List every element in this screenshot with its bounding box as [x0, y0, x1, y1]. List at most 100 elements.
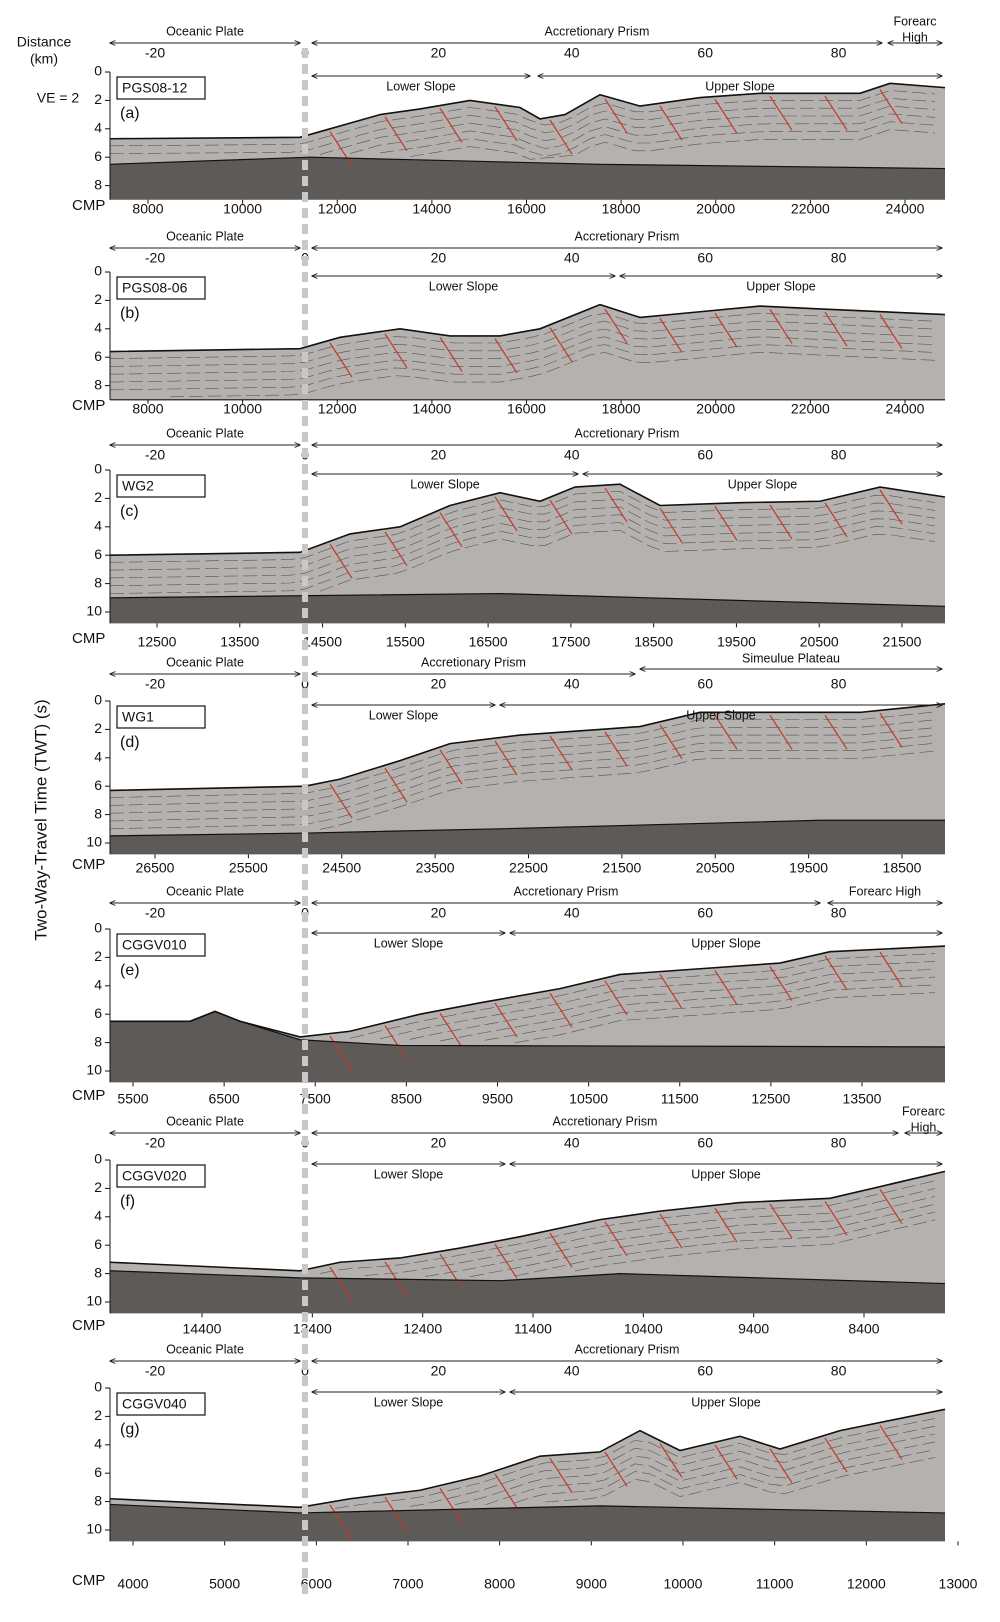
fault [659, 105, 683, 141]
distance-tick-label: 60 [697, 1363, 713, 1379]
region-label: Accretionary Prism [575, 1342, 680, 1356]
reflector [319, 750, 936, 830]
distance-tick-label: 20 [431, 676, 447, 692]
cmp-tick-label: 24500 [322, 860, 361, 876]
distance-tick-label: 80 [831, 1135, 847, 1151]
cmp-tick-label: 8000 [484, 1576, 515, 1592]
sediment [110, 703, 945, 836]
sediment [110, 946, 945, 1047]
cmp-tick-label: 22000 [791, 201, 830, 217]
cmp-tick-label: 19500 [717, 634, 756, 650]
twt-tick-label: 2 [94, 1179, 102, 1195]
fault [659, 724, 683, 760]
fault [384, 1497, 408, 1532]
cmp-tick-label: 20500 [696, 860, 735, 876]
fault [879, 89, 903, 124]
distance-tick-label: 20 [431, 447, 447, 463]
twt-tick-label: 2 [94, 720, 102, 736]
cmp-tick-label: 12500 [751, 1091, 790, 1107]
fault [604, 980, 628, 1016]
slope-label: Lower Slope [374, 1167, 444, 1181]
fault [329, 543, 353, 579]
panel-letter: (f) [120, 1193, 135, 1210]
fault [879, 712, 903, 748]
region-label: Accretionary Prism [553, 1114, 658, 1128]
distance-tick-label: -20 [145, 250, 165, 266]
cmp-tick-label: 16000 [507, 201, 546, 217]
fault [494, 338, 518, 374]
cmp-tick-label: 7000 [392, 1576, 423, 1592]
twt-tick-label: 4 [94, 977, 102, 993]
fault [714, 506, 738, 541]
reflector [319, 105, 936, 155]
cmp-tick-label: 21500 [602, 860, 641, 876]
slope-label: Lower Slope [374, 936, 444, 950]
reflector [484, 1441, 936, 1506]
reflector [109, 336, 936, 383]
cmp-tick-label: 12000 [847, 1576, 886, 1592]
cmp-tick-label: 13500 [220, 634, 259, 650]
twt-tick-label: 6 [94, 1464, 102, 1480]
line-name: WG2 [122, 478, 154, 494]
cmp-tick-label: 18500 [883, 860, 922, 876]
slope-label: Lower Slope [410, 477, 480, 491]
fault [549, 119, 573, 155]
reflector [574, 1219, 936, 1272]
twt-tick-label: 2 [94, 1407, 102, 1423]
cmp-tick-label: 8500 [391, 1091, 422, 1107]
cmp-tick-label: 26500 [136, 860, 175, 876]
distance-tick-label: -20 [145, 676, 165, 692]
panel: Oceanic Plate Accretionary Prism Forearc Hi… [72, 14, 946, 217]
distance-tick-label: 0 [301, 1363, 309, 1379]
distance-tick-label: 80 [831, 447, 847, 463]
ve-label: VE = 2 [37, 90, 80, 106]
twt-tick-label: 8 [94, 574, 102, 590]
cmp-tick-label: 18500 [634, 634, 673, 650]
sediment [110, 484, 945, 607]
line-name: CGGV010 [122, 937, 187, 953]
fault [439, 1012, 463, 1048]
twt-tick-label: 4 [94, 120, 102, 136]
fault [439, 336, 463, 372]
reflector [364, 1188, 936, 1276]
twt-tick-label: 8 [94, 376, 102, 392]
sediment [110, 1171, 945, 1284]
basement-top [109, 1503, 946, 1514]
cmp-tick-label: 11500 [661, 1091, 699, 1107]
twt-tick-label: 8 [94, 176, 102, 192]
cmp-tick-label: 14400 [183, 1321, 222, 1337]
distance-tick-label: 80 [831, 1363, 847, 1379]
twt-tick-label: 0 [94, 920, 102, 936]
fault [439, 1253, 463, 1289]
distance-tick-label: -20 [145, 45, 165, 61]
cmp-tick-label: 11000 [756, 1576, 794, 1592]
cmp-tick-label: 22500 [509, 860, 548, 876]
region-label: Oceanic Plate [166, 229, 244, 243]
cmp-label: CMP [72, 397, 105, 414]
cmp-tick-label: 22000 [791, 401, 830, 417]
twt-tick-label: 2 [94, 91, 102, 107]
region-label: Accretionary Prism [575, 426, 680, 440]
line-name-box [116, 1164, 206, 1188]
reflector [109, 320, 936, 367]
cmp-tick-label: 13400 [293, 1321, 332, 1337]
cmp-tick-label: 12000 [318, 201, 357, 217]
fault [824, 714, 848, 750]
seafloor [109, 303, 946, 353]
fault [549, 992, 573, 1028]
cmp-tick-label: 8000 [132, 401, 163, 417]
distance-tick-label: 60 [697, 905, 713, 921]
cmp-tick-label: 10000 [223, 401, 262, 417]
reflector [109, 711, 936, 798]
distance-tick-label: 20 [431, 250, 447, 266]
cmp-tick-label: 10400 [624, 1321, 663, 1337]
fault [384, 767, 408, 803]
fault [879, 951, 903, 987]
seafloor [109, 703, 946, 792]
cmp-tick-label: 5000 [209, 1576, 240, 1592]
fault [329, 1504, 353, 1540]
cmp-tick-label: 8000 [132, 201, 163, 217]
line-name-box [116, 705, 206, 729]
fault [329, 131, 353, 167]
twt-tick-label: 4 [94, 1436, 102, 1452]
